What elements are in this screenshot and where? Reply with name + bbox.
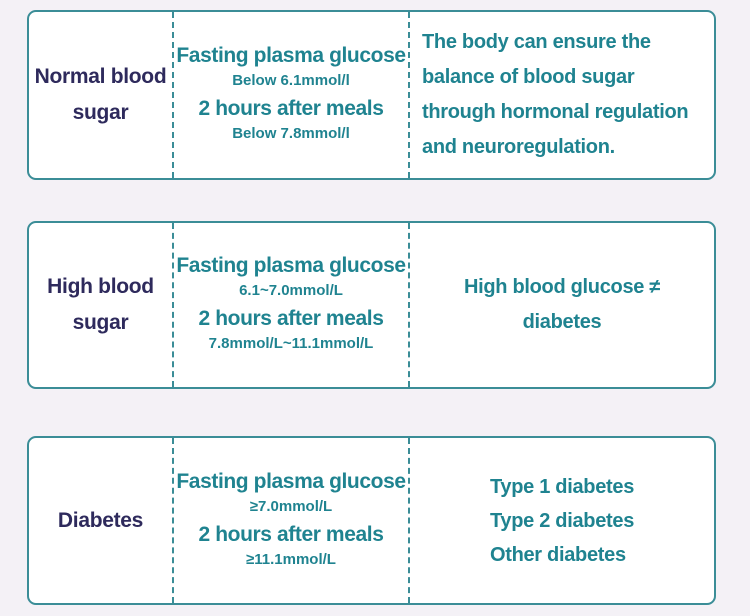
category-name: High blood sugar (47, 275, 154, 334)
glucose-values-cell: Fasting plasma glucose Below 6.1mmol/l 2… (174, 12, 408, 178)
category-cell: High blood sugar (29, 223, 172, 387)
fasting-label: Fasting plasma glucose (176, 44, 406, 67)
column-divider (172, 223, 174, 387)
diabetes-type-item: Type 2 diabetes (489, 509, 635, 532)
note-text: High blood glucose ≠ diabetes (463, 276, 661, 333)
diabetes-card: Diabetes Fasting plasma glucose ≥7.0mmol… (27, 436, 716, 605)
fasting-value: Below 6.1mmol/l (232, 72, 350, 89)
after-meals-value: ≥11.1mmol/L (246, 550, 336, 568)
category-cell: Normal blood sugar (29, 12, 172, 178)
column-divider (408, 223, 410, 387)
column-divider (408, 438, 410, 603)
note-text: The body can ensure the balance of blood… (422, 31, 689, 158)
column-divider (172, 438, 174, 603)
fasting-value: 6.1~7.0mmol/L (239, 282, 343, 299)
diabetes-type-item: Other diabetes (489, 543, 626, 566)
category-name: Normal blood sugar (34, 65, 167, 124)
after-meals-value: 7.8mmol/L~11.1mmol/L (208, 335, 374, 352)
note-cell: Type 1 diabetes Type 2 diabetes Other di… (410, 438, 714, 603)
fasting-label: Fasting plasma glucose (176, 469, 406, 493)
after-meals-value: Below 7.8mmol/l (232, 125, 350, 142)
high-blood-sugar-card: High blood sugar Fasting plasma glucose … (27, 221, 716, 389)
after-meals-label: 2 hours after meals (198, 307, 384, 330)
fasting-label: Fasting plasma glucose (176, 254, 406, 277)
after-meals-label: 2 hours after meals (198, 522, 384, 546)
glucose-values-cell: Fasting plasma glucose 6.1~7.0mmol/L 2 h… (174, 223, 408, 387)
note-cell: High blood glucose ≠ diabetes (410, 223, 714, 387)
diabetes-type-item: Type 1 diabetes (489, 475, 635, 498)
glucose-values-cell: Fasting plasma glucose ≥7.0mmol/L 2 hour… (174, 438, 408, 603)
category-cell: Diabetes (29, 438, 172, 603)
fasting-value: ≥7.0mmol/L (249, 497, 333, 515)
diabetes-type-list: Type 1 diabetes Type 2 diabetes Other di… (490, 470, 634, 572)
normal-blood-sugar-card: Normal blood sugar Fasting plasma glucos… (27, 10, 716, 180)
after-meals-label: 2 hours after meals (198, 97, 384, 120)
column-divider (172, 12, 174, 178)
category-name: Diabetes (57, 508, 144, 532)
note-cell: The body can ensure the balance of blood… (410, 12, 714, 178)
column-divider (408, 12, 410, 178)
